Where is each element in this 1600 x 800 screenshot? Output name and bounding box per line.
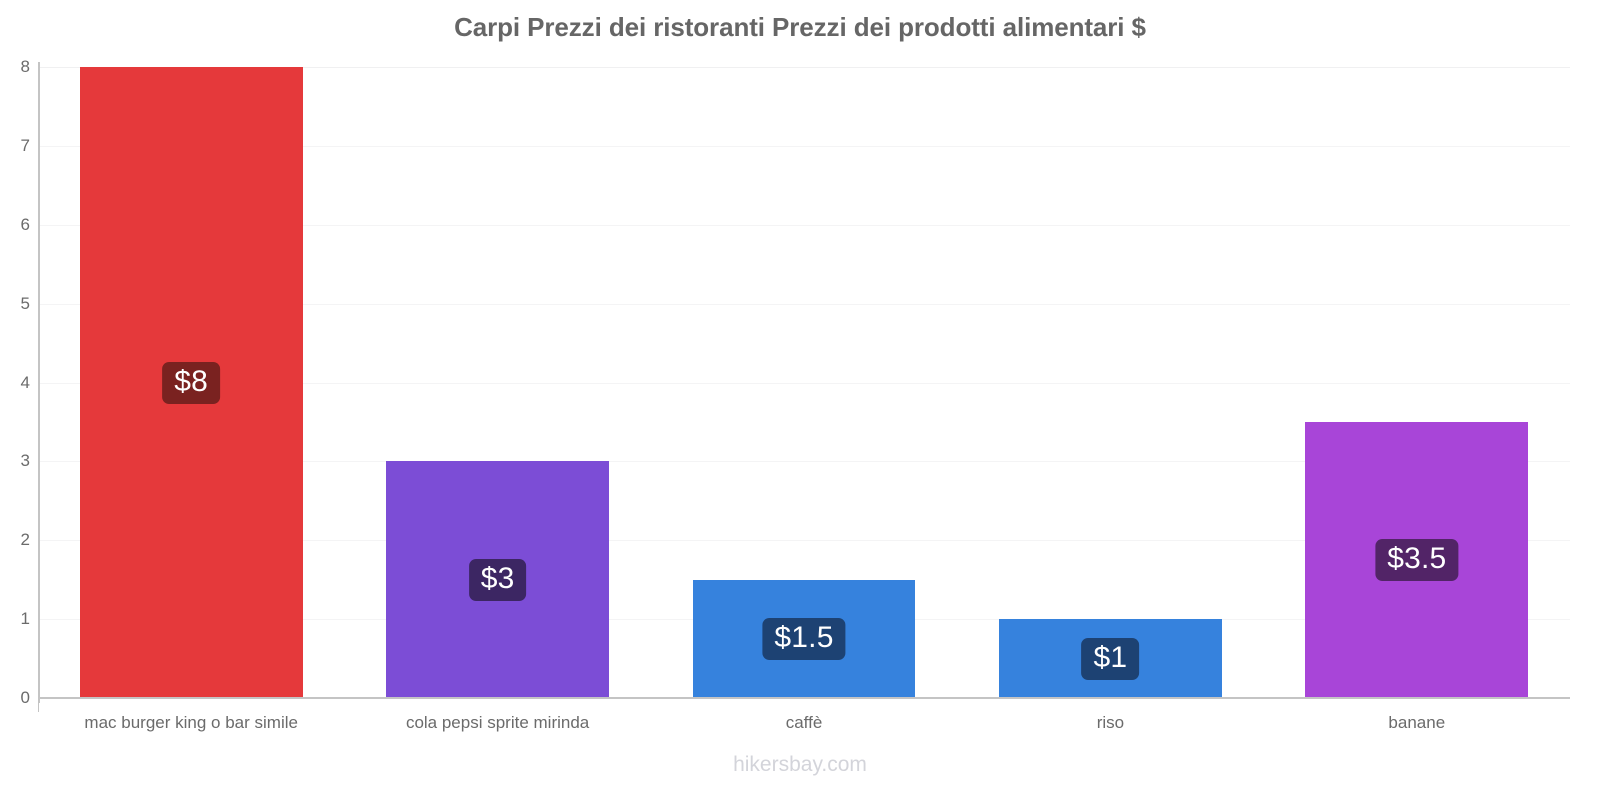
bar-value-label: $3.5 bbox=[1375, 538, 1459, 581]
x-axis-tick-label: caffè bbox=[785, 713, 823, 732]
y-axis-tick-label: 6 bbox=[20, 214, 30, 234]
y-axis-tick-label: 5 bbox=[20, 293, 30, 313]
x-axis-tick-label: mac burger king o bar simile bbox=[84, 713, 298, 732]
gridline bbox=[38, 461, 1570, 463]
x-axis-origin-tick bbox=[38, 699, 39, 712]
y-axis-tick-label: 7 bbox=[20, 135, 30, 155]
gridline bbox=[38, 540, 1570, 542]
y-axis-tick-label: 4 bbox=[20, 372, 30, 392]
y-axis-tick-label: 3 bbox=[20, 451, 30, 471]
bar-value-label: $8 bbox=[162, 361, 221, 404]
bar-value-label: $1 bbox=[1081, 637, 1140, 680]
x-axis-tick-label: banane bbox=[1388, 713, 1446, 732]
x-axis-tick-label: riso bbox=[1096, 713, 1125, 732]
y-axis-tick-label: 2 bbox=[20, 530, 30, 550]
gridline bbox=[38, 382, 1570, 384]
x-axis-tick-label: cola pepsi sprite mirinda bbox=[405, 713, 590, 732]
plot-area: $8 $3 $1.5 $1 $3.5 bbox=[38, 67, 1570, 698]
chart-title: Carpi Prezzi dei ristoranti Prezzi dei p… bbox=[454, 12, 1146, 42]
footer-watermark: hikersbay.com bbox=[733, 753, 867, 776]
gridline bbox=[38, 303, 1570, 305]
gridline bbox=[38, 67, 1570, 68]
y-axis-tick-label: 0 bbox=[20, 688, 30, 707]
bar-value-label: $3 bbox=[468, 558, 527, 601]
bar-value-label: $1.5 bbox=[762, 617, 846, 660]
x-axis-line bbox=[38, 697, 1570, 699]
y-axis-tick-label: 1 bbox=[20, 609, 30, 629]
gridline bbox=[38, 145, 1570, 147]
y-axis-tick-label: 8 bbox=[20, 57, 30, 76]
y-axis-line bbox=[38, 62, 40, 703]
gridline bbox=[38, 224, 1570, 226]
